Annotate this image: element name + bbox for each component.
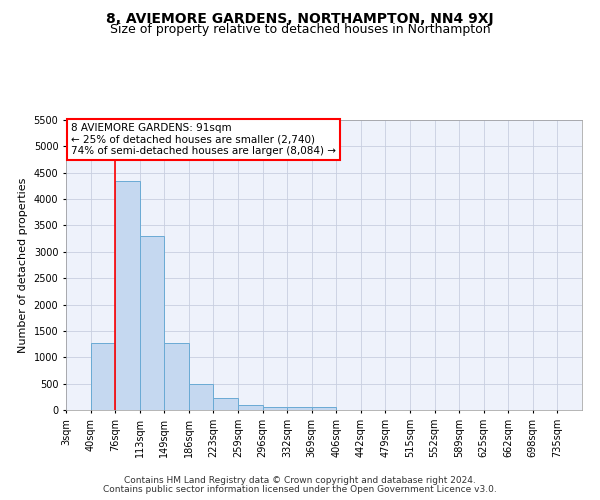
Bar bbox=[189, 384, 214, 410]
Y-axis label: Number of detached properties: Number of detached properties bbox=[18, 178, 28, 352]
Bar bbox=[91, 343, 115, 410]
Bar bbox=[140, 236, 164, 410]
Bar bbox=[115, 180, 140, 410]
Text: Contains HM Land Registry data © Crown copyright and database right 2024.: Contains HM Land Registry data © Crown c… bbox=[124, 476, 476, 485]
Bar bbox=[238, 406, 263, 410]
Bar bbox=[312, 408, 336, 410]
Bar bbox=[263, 407, 287, 410]
Text: 8, AVIEMORE GARDENS, NORTHAMPTON, NN4 9XJ: 8, AVIEMORE GARDENS, NORTHAMPTON, NN4 9X… bbox=[106, 12, 494, 26]
Bar bbox=[164, 343, 189, 410]
Text: 8 AVIEMORE GARDENS: 91sqm
← 25% of detached houses are smaller (2,740)
74% of se: 8 AVIEMORE GARDENS: 91sqm ← 25% of detac… bbox=[71, 123, 336, 156]
Bar bbox=[214, 398, 238, 410]
Text: Size of property relative to detached houses in Northampton: Size of property relative to detached ho… bbox=[110, 22, 490, 36]
Text: Contains public sector information licensed under the Open Government Licence v3: Contains public sector information licen… bbox=[103, 485, 497, 494]
Bar bbox=[287, 407, 312, 410]
